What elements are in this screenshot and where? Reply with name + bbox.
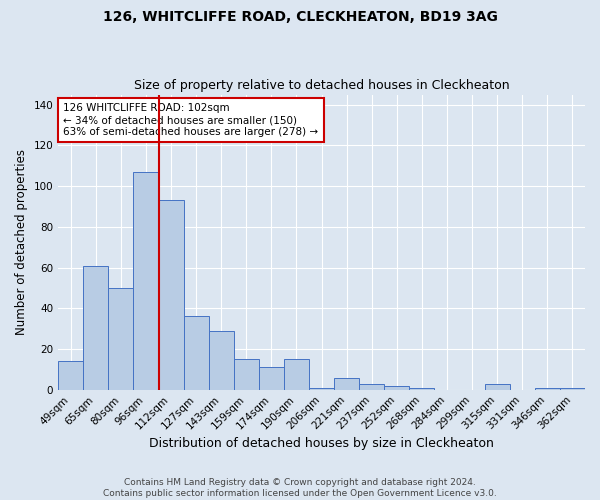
Bar	[133, 172, 158, 390]
Bar	[409, 388, 434, 390]
Bar	[209, 330, 234, 390]
Bar	[259, 368, 284, 390]
Title: Size of property relative to detached houses in Cleckheaton: Size of property relative to detached ho…	[134, 79, 509, 92]
Y-axis label: Number of detached properties: Number of detached properties	[15, 149, 28, 335]
Bar	[385, 386, 409, 390]
Bar	[158, 200, 184, 390]
Bar	[535, 388, 560, 390]
Text: Contains HM Land Registry data © Crown copyright and database right 2024.
Contai: Contains HM Land Registry data © Crown c…	[103, 478, 497, 498]
X-axis label: Distribution of detached houses by size in Cleckheaton: Distribution of detached houses by size …	[149, 437, 494, 450]
Bar	[334, 378, 359, 390]
Text: 126, WHITCLIFFE ROAD, CLECKHEATON, BD19 3AG: 126, WHITCLIFFE ROAD, CLECKHEATON, BD19 …	[103, 10, 497, 24]
Bar	[234, 359, 259, 390]
Bar	[83, 266, 109, 390]
Bar	[58, 361, 83, 390]
Bar	[109, 288, 133, 390]
Bar	[485, 384, 510, 390]
Bar	[309, 388, 334, 390]
Bar	[184, 316, 209, 390]
Text: 126 WHITCLIFFE ROAD: 102sqm
← 34% of detached houses are smaller (150)
63% of se: 126 WHITCLIFFE ROAD: 102sqm ← 34% of det…	[64, 104, 319, 136]
Bar	[560, 388, 585, 390]
Bar	[359, 384, 385, 390]
Bar	[284, 359, 309, 390]
